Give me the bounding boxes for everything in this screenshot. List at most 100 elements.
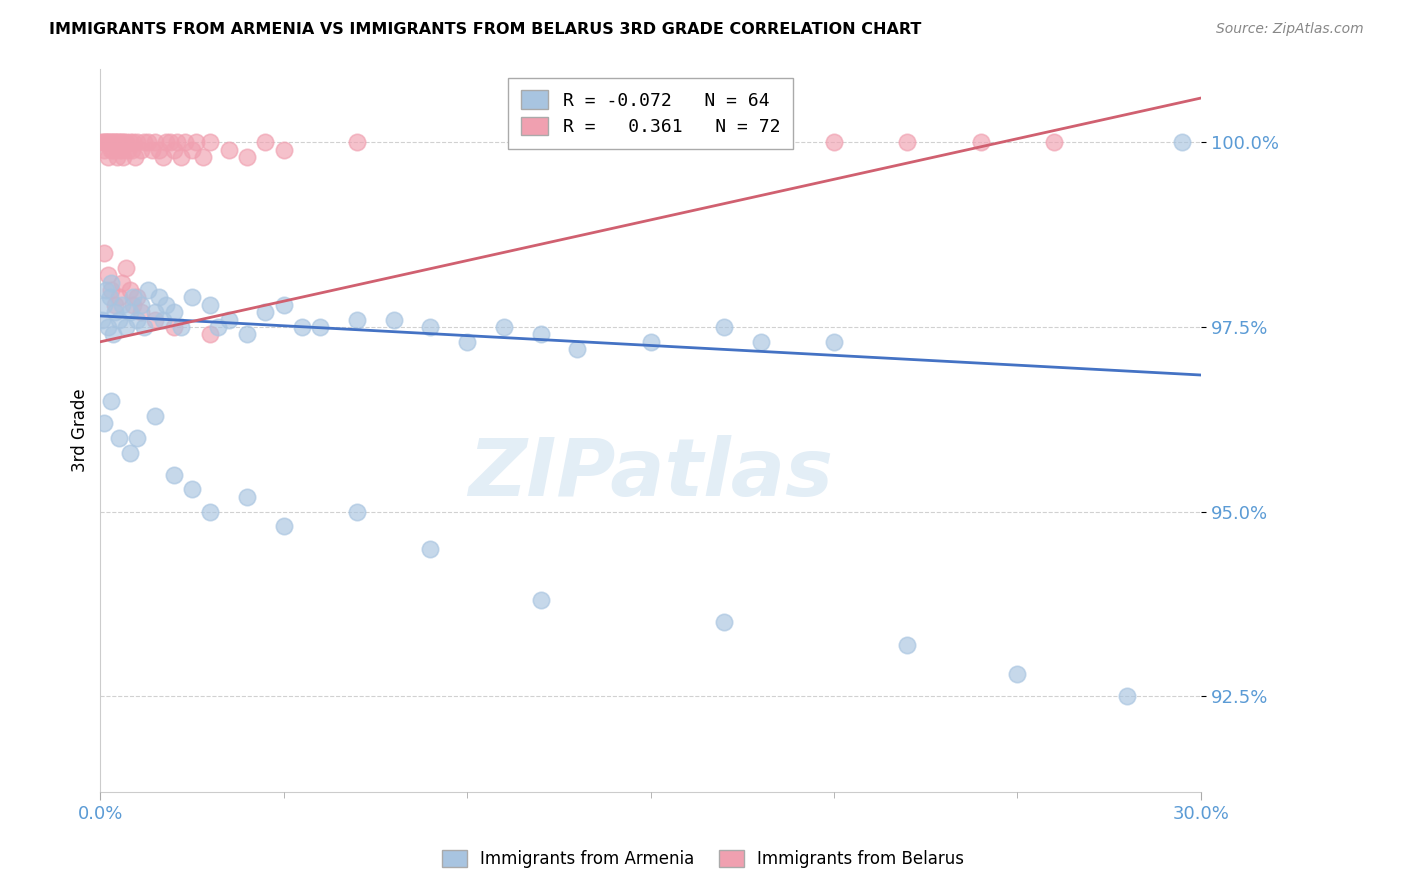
Point bbox=[93, 416, 115, 430]
Point bbox=[970, 136, 993, 150]
Point bbox=[163, 305, 186, 319]
Point bbox=[419, 541, 441, 556]
Point bbox=[103, 143, 125, 157]
Point bbox=[200, 298, 222, 312]
Point bbox=[218, 143, 240, 157]
Point bbox=[200, 327, 222, 342]
Point bbox=[104, 136, 127, 150]
Point bbox=[749, 334, 772, 349]
Point bbox=[1043, 136, 1066, 150]
Point bbox=[104, 305, 127, 319]
Point bbox=[346, 136, 368, 150]
Point bbox=[100, 283, 122, 297]
Point bbox=[107, 290, 129, 304]
Point bbox=[145, 305, 167, 319]
Point bbox=[141, 143, 163, 157]
Point bbox=[236, 150, 259, 164]
Point bbox=[94, 283, 117, 297]
Text: IMMIGRANTS FROM ARMENIA VS IMMIGRANTS FROM BELARUS 3RD GRADE CORRELATION CHART: IMMIGRANTS FROM ARMENIA VS IMMIGRANTS FR… bbox=[49, 22, 921, 37]
Point bbox=[98, 136, 121, 150]
Legend: Immigrants from Armenia, Immigrants from Belarus: Immigrants from Armenia, Immigrants from… bbox=[434, 843, 972, 875]
Point bbox=[100, 136, 122, 150]
Point bbox=[236, 327, 259, 342]
Point bbox=[309, 320, 332, 334]
Point bbox=[181, 290, 204, 304]
Point bbox=[254, 305, 277, 319]
Point bbox=[108, 143, 131, 157]
Point bbox=[346, 312, 368, 326]
Point bbox=[129, 305, 152, 319]
Point bbox=[98, 290, 121, 304]
Point bbox=[134, 320, 156, 334]
Point bbox=[170, 320, 193, 334]
Point bbox=[115, 136, 138, 150]
Point bbox=[145, 136, 167, 150]
Point bbox=[136, 283, 159, 297]
Point bbox=[111, 276, 134, 290]
Point bbox=[236, 490, 259, 504]
Point bbox=[97, 320, 120, 334]
Point bbox=[93, 246, 115, 260]
Point bbox=[713, 615, 735, 630]
Point bbox=[107, 431, 129, 445]
Point bbox=[94, 136, 117, 150]
Point bbox=[136, 136, 159, 150]
Point bbox=[91, 312, 114, 326]
Point bbox=[97, 268, 120, 283]
Point bbox=[170, 150, 193, 164]
Point bbox=[181, 483, 204, 497]
Point bbox=[207, 320, 229, 334]
Point bbox=[125, 431, 148, 445]
Point bbox=[152, 150, 174, 164]
Point bbox=[200, 505, 222, 519]
Point bbox=[118, 445, 141, 459]
Point bbox=[118, 136, 141, 150]
Point bbox=[107, 136, 129, 150]
Point bbox=[125, 290, 148, 304]
Point bbox=[163, 467, 186, 482]
Point bbox=[100, 393, 122, 408]
Point bbox=[107, 312, 129, 326]
Point bbox=[492, 320, 515, 334]
Point bbox=[94, 136, 117, 150]
Point bbox=[129, 298, 152, 312]
Point bbox=[105, 150, 128, 164]
Point bbox=[101, 136, 124, 150]
Point bbox=[91, 136, 114, 150]
Point bbox=[103, 327, 125, 342]
Point bbox=[148, 290, 170, 304]
Point bbox=[346, 505, 368, 519]
Point bbox=[111, 298, 134, 312]
Point bbox=[103, 136, 125, 150]
Point bbox=[155, 298, 177, 312]
Point bbox=[96, 136, 118, 150]
Point bbox=[145, 312, 167, 326]
Point bbox=[111, 143, 134, 157]
Point bbox=[122, 136, 145, 150]
Point bbox=[115, 320, 138, 334]
Point bbox=[145, 409, 167, 423]
Point bbox=[191, 150, 214, 164]
Point bbox=[896, 638, 918, 652]
Point bbox=[118, 305, 141, 319]
Point bbox=[419, 320, 441, 334]
Point bbox=[1116, 690, 1139, 704]
Point bbox=[125, 136, 148, 150]
Point bbox=[163, 143, 186, 157]
Point bbox=[148, 143, 170, 157]
Point bbox=[91, 136, 114, 150]
Point bbox=[122, 290, 145, 304]
Point bbox=[1007, 667, 1029, 681]
Point bbox=[291, 320, 314, 334]
Point bbox=[184, 136, 207, 150]
Point bbox=[111, 136, 134, 150]
Text: Source: ZipAtlas.com: Source: ZipAtlas.com bbox=[1216, 22, 1364, 37]
Point bbox=[273, 519, 295, 533]
Point bbox=[713, 320, 735, 334]
Point bbox=[159, 136, 181, 150]
Text: ZIPatlas: ZIPatlas bbox=[468, 434, 834, 513]
Point bbox=[896, 136, 918, 150]
Point bbox=[155, 136, 177, 150]
Point bbox=[823, 136, 845, 150]
Point bbox=[640, 334, 662, 349]
